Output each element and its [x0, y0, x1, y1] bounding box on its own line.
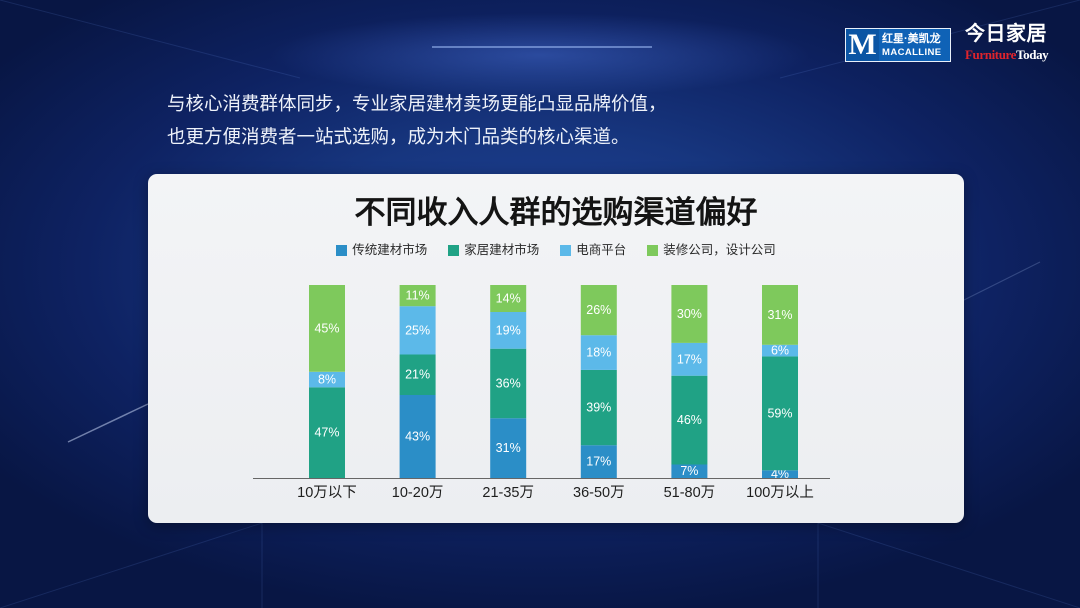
- intro-text-line-1: 与核心消费群体同步，专业家居建材卖场更能凸显品牌价值，: [167, 93, 667, 114]
- furniture-today-logo-cn: 今日家居: [965, 23, 1047, 45]
- bar-segment: [399, 306, 436, 355]
- data-label: 31%: [496, 441, 521, 455]
- x-tick-label: 100万以上: [746, 484, 814, 501]
- bar-segment: [399, 285, 436, 307]
- perspective-line: [0, 522, 263, 608]
- x-tick-label: 51-80万: [664, 485, 716, 501]
- data-label: 8%: [318, 373, 336, 387]
- chart-title: 不同收入人群的选购渠道偏好: [354, 195, 758, 230]
- data-label: 45%: [314, 321, 339, 335]
- chart-legend: 传统建材市场 家居建材市场 电商平台 装修公司，设计公司: [148, 242, 964, 258]
- bar-segment: [309, 285, 345, 372]
- legend-swatch: [647, 244, 659, 256]
- x-tick-label: 21-35万: [482, 485, 534, 501]
- bar-segment: [671, 285, 708, 343]
- legend-label: 家居建材市场: [464, 243, 540, 257]
- data-label: 6%: [771, 344, 789, 358]
- intro-text-line-2: 也更方便消费者一站式选购，成为木门品类的核心渠道。: [167, 126, 630, 147]
- ceiling-glow: [270, 13, 810, 97]
- legend-label: 装修公司，设计公司: [663, 243, 776, 257]
- light-streak: [963, 261, 1041, 301]
- legend-item: 传统建材市场: [336, 242, 427, 258]
- legend-swatch: [336, 244, 348, 256]
- bar-segment: [580, 285, 617, 336]
- bar-segment: [671, 464, 708, 478]
- data-label: 30%: [677, 307, 702, 321]
- bar-segment: [399, 395, 436, 478]
- data-label: 39%: [586, 401, 611, 415]
- x-tick-label: 36-50万: [573, 485, 625, 501]
- stacked-bar-chart: 47% 8% 45% 10万以下 43% 21% 25% 11% 10-20万 31% 36% 19%…: [253, 285, 830, 501]
- data-label: 17%: [677, 352, 702, 366]
- data-label: 17%: [586, 455, 611, 469]
- bar-stack: 4% 59% 6% 31%: [762, 285, 798, 481]
- data-label: 19%: [496, 323, 521, 337]
- data-label: 14%: [496, 292, 521, 306]
- bar-stack: 17% 39% 18% 26%: [580, 285, 617, 478]
- data-label: 4%: [771, 467, 789, 481]
- bar-segment: [490, 348, 527, 419]
- macalline-logo-en: MACALLINE: [882, 46, 942, 58]
- bar-segment: [580, 369, 617, 446]
- data-label: 11%: [406, 289, 430, 303]
- macalline-logo-text: 红星·美凯龙 MACALLINE: [879, 29, 950, 61]
- bar-stack: 47% 8% 45%: [309, 285, 345, 478]
- data-label: 47%: [314, 426, 339, 440]
- bar-segment: [490, 418, 527, 478]
- bar-segment: [490, 285, 527, 312]
- macalline-logo: M 红星·美凯龙 MACALLINE: [845, 28, 951, 62]
- x-tick-label: 10万以下: [297, 485, 357, 501]
- bar-segment: [671, 375, 708, 465]
- bar-stack: 7% 46% 17% 30%: [671, 285, 708, 478]
- data-label: 46%: [677, 413, 702, 427]
- bar-segment: [762, 470, 798, 478]
- bar-segment: [762, 285, 798, 345]
- chart-card: 47% 8% 45% 10万以下 43% 21% 25% 11% 10-20万 31% 36% 19%…: [148, 174, 964, 523]
- legend-swatch: [560, 244, 572, 256]
- legend-label: 传统建材市场: [352, 243, 428, 257]
- data-label: 31%: [767, 308, 792, 322]
- bar-segment: [671, 342, 708, 376]
- data-label: 18%: [586, 346, 611, 360]
- legend-item: 家居建材市场: [448, 242, 539, 258]
- light-streak: [67, 403, 149, 443]
- legend-item: 电商平台: [560, 242, 626, 258]
- data-label: 36%: [496, 376, 521, 390]
- bar-segment: [309, 371, 345, 388]
- legend-swatch: [448, 244, 460, 256]
- data-label: 43%: [405, 430, 430, 444]
- bar-segment: [580, 445, 617, 478]
- bar-segment: [762, 344, 798, 357]
- macalline-logo-cn: 红星·美凯龙: [882, 32, 941, 45]
- furniture-word: Furniture: [965, 47, 1017, 62]
- data-label: 7%: [680, 464, 698, 478]
- data-label: 21%: [405, 368, 430, 382]
- legend-label: 电商平台: [576, 243, 627, 257]
- today-word: Today: [1016, 47, 1049, 62]
- bar-segment: [490, 312, 527, 349]
- macalline-logo-letter: M: [846, 29, 879, 61]
- bar-segment: [399, 354, 436, 395]
- data-label: 59%: [767, 406, 792, 420]
- furniture-today-logo-en: FurnitureToday: [965, 47, 1049, 63]
- bar-stack: 43% 21% 25% 11%: [399, 285, 436, 478]
- bar-segment: [309, 387, 345, 478]
- bar-stack: 31% 36% 19% 14%: [490, 285, 527, 478]
- bar-segment: [580, 335, 617, 370]
- bar-segment: [762, 356, 798, 471]
- data-label: 26%: [586, 303, 611, 317]
- perspective-line: [817, 522, 1080, 608]
- perspective-line: [0, 0, 301, 79]
- data-label: 25%: [405, 323, 430, 337]
- legend-item: 装修公司，设计公司: [647, 242, 776, 258]
- x-tick-label: 10-20万: [392, 485, 444, 501]
